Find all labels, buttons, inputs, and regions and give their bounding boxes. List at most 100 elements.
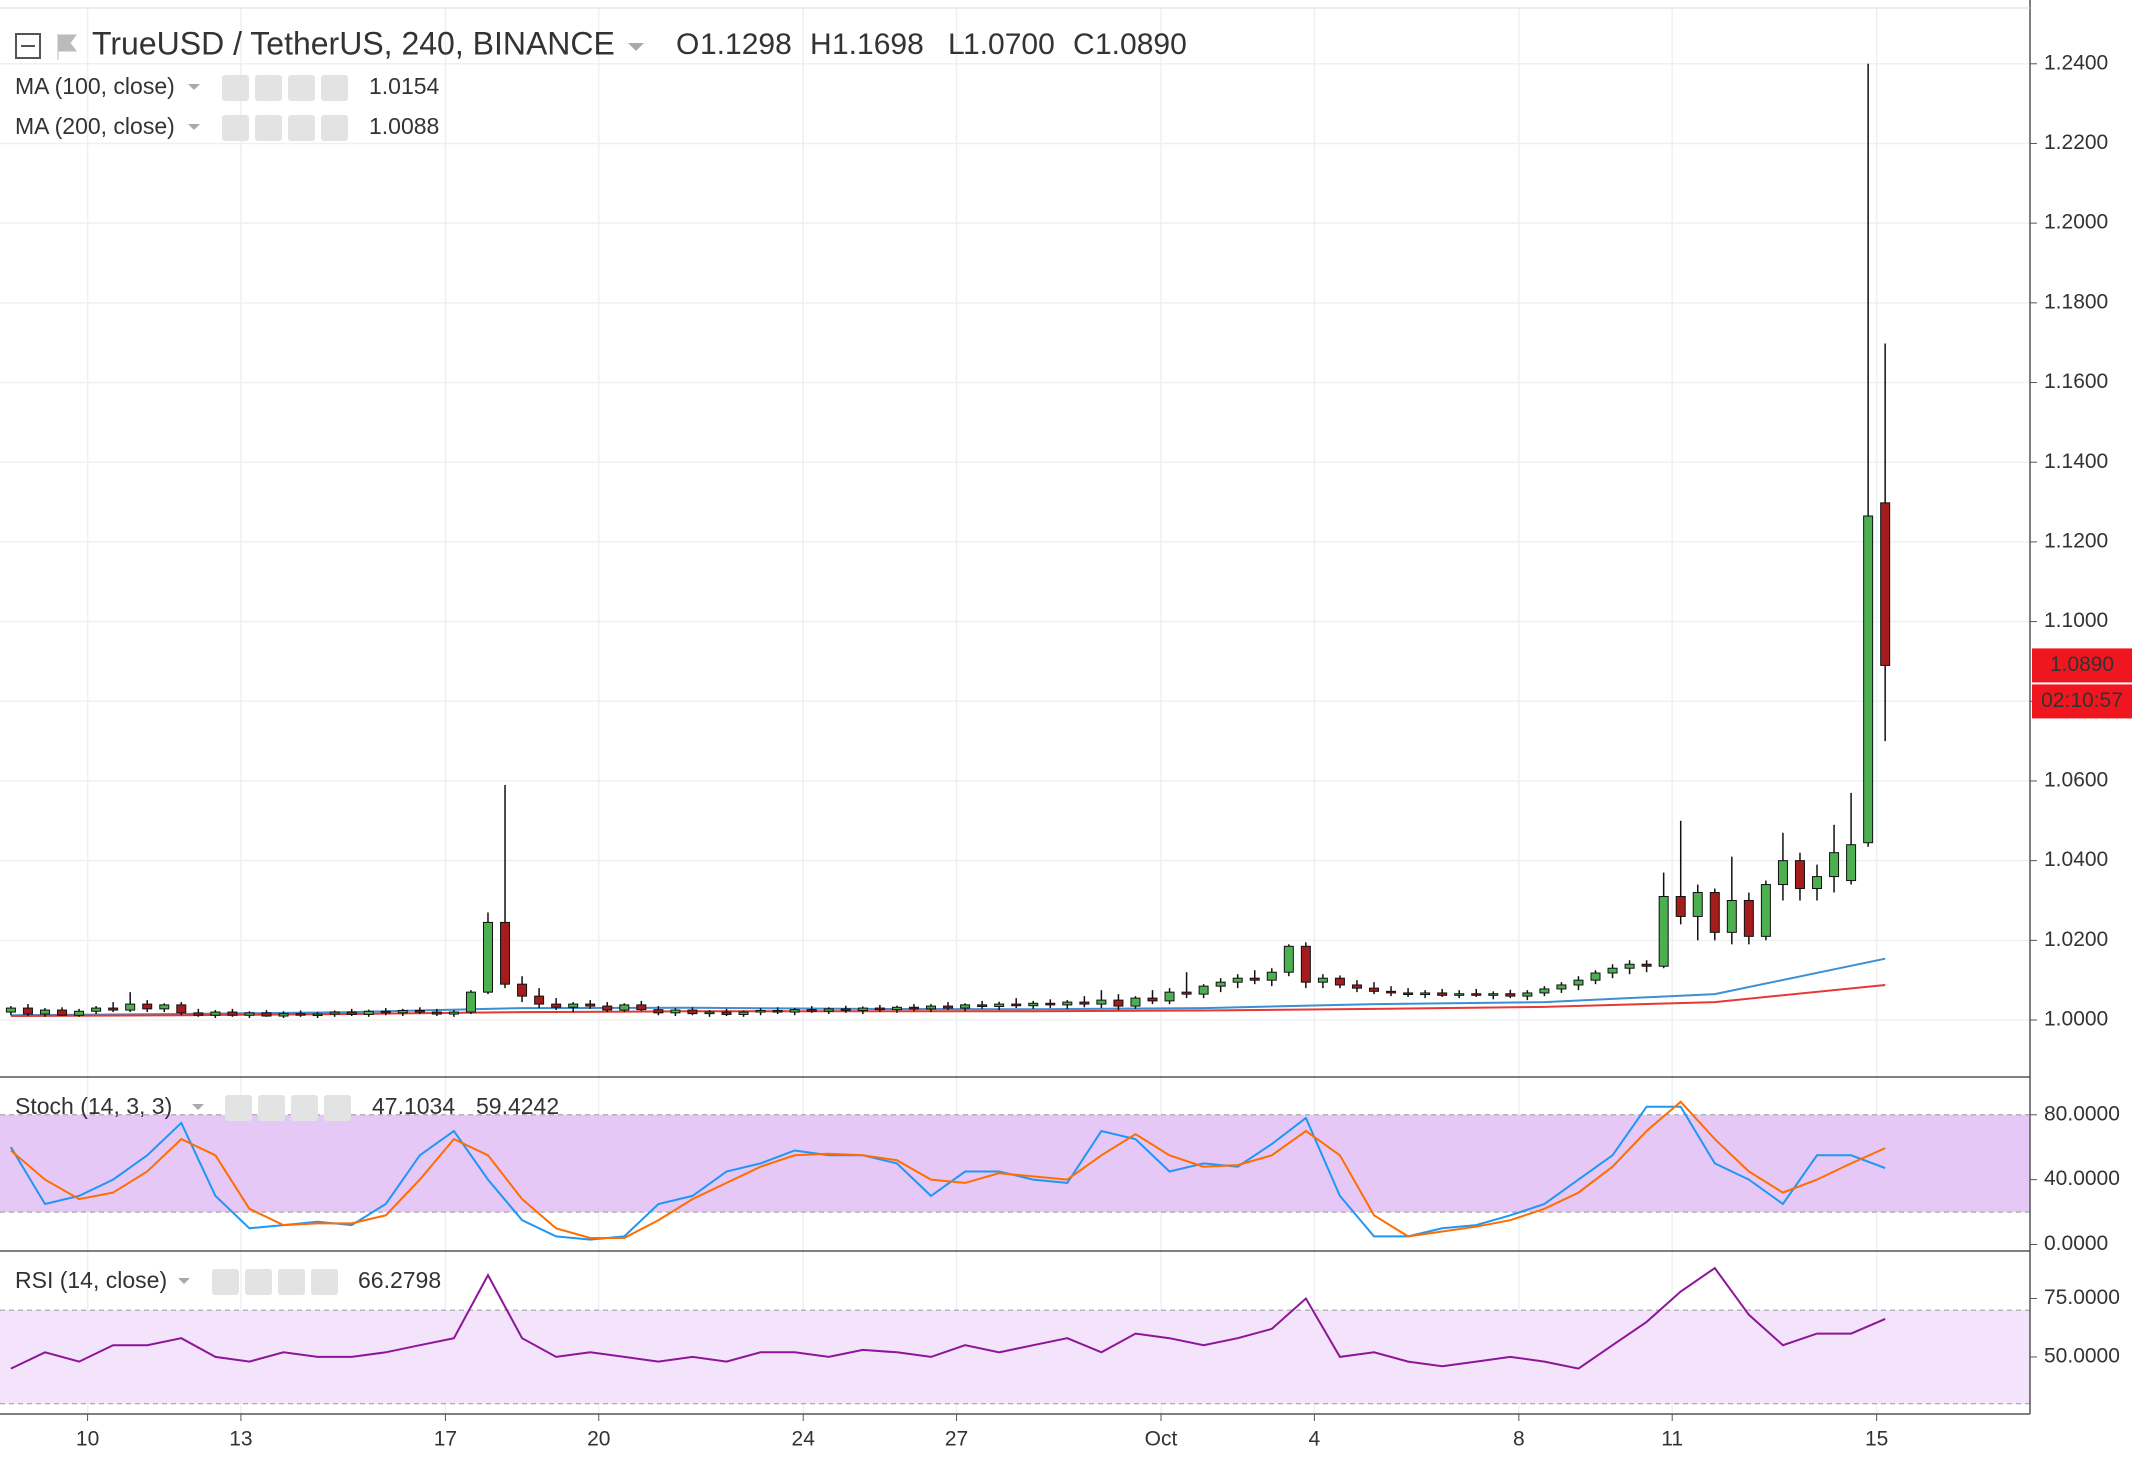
legend-icon[interactable] (245, 1269, 272, 1295)
candle-body (1232, 977, 1243, 983)
legend-icon[interactable] (222, 75, 249, 101)
candle-body (517, 983, 528, 997)
legend-icon[interactable] (258, 1095, 285, 1121)
candle-body (1369, 987, 1380, 992)
candle-body (1743, 899, 1754, 937)
candle-body (22, 1007, 33, 1015)
last-price-box (2032, 648, 2132, 683)
legend-icon[interactable] (255, 75, 282, 101)
legend-icon[interactable] (288, 75, 315, 101)
indicator-name: MA (100, close) (15, 73, 175, 99)
y-tick-label: 1.0200 (2044, 928, 2108, 951)
indicator-line (10, 1266, 1886, 1370)
candle-body (1283, 945, 1294, 973)
y-tick-label: 0.0000 (2044, 1232, 2108, 1255)
legend-icon[interactable] (321, 115, 348, 141)
y-tick-label: 1.0400 (2044, 848, 2108, 871)
candle-body (261, 1012, 272, 1017)
candle-body (1709, 892, 1720, 933)
y-tick-label: 1.1400 (2044, 450, 2108, 473)
candle-body (1300, 945, 1311, 983)
candle-body (142, 1003, 153, 1010)
x-tick-label: 20 (587, 1428, 610, 1451)
legend-icon[interactable] (311, 1269, 338, 1295)
candle-body (823, 1008, 834, 1012)
legend-icon[interactable] (212, 1269, 239, 1295)
dropdown-icon[interactable] (628, 43, 644, 51)
collapse-icon[interactable] (15, 33, 41, 59)
candle-body (363, 1010, 374, 1015)
candle-body (312, 1013, 323, 1017)
candle-body (1471, 993, 1482, 996)
candle-body (721, 1011, 732, 1015)
indicator-band (0, 1114, 2030, 1213)
x-tick-label: 27 (945, 1428, 968, 1451)
candle-body (1334, 977, 1345, 986)
legend-icon[interactable] (222, 115, 249, 141)
candle-body (159, 1004, 170, 1010)
countdown-box (2032, 684, 2132, 719)
candle-body (908, 1006, 919, 1010)
candle-body (346, 1011, 357, 1015)
candle-body (977, 1004, 988, 1007)
legend-icon[interactable] (321, 75, 348, 101)
candle-body (1675, 896, 1686, 917)
candle-body (1096, 999, 1107, 1005)
candle-body (125, 1003, 136, 1011)
ohlc-value: 1.1298 (700, 28, 792, 61)
dropdown-icon[interactable] (188, 84, 200, 90)
dropdown-icon[interactable] (178, 1278, 190, 1284)
candle-body (1556, 984, 1567, 990)
flag-icon[interactable] (57, 34, 77, 60)
legend-icon[interactable] (291, 1095, 318, 1121)
candle-body (1590, 972, 1601, 981)
candle-body (653, 1009, 664, 1014)
candle-body (397, 1009, 408, 1014)
x-tick-label: Oct (1145, 1428, 1178, 1451)
dropdown-icon[interactable] (192, 1104, 204, 1110)
legend-icon[interactable] (288, 115, 315, 141)
countdown-label: 02:10:57 (2041, 689, 2123, 712)
candle-body (1198, 985, 1209, 995)
candle-body (1760, 884, 1771, 937)
indicator-value: 1.0154 (369, 73, 440, 99)
candle-body (431, 1011, 442, 1015)
dropdown-icon[interactable] (188, 124, 200, 130)
candle-body (874, 1007, 885, 1011)
ohlc-label: H (810, 28, 832, 61)
x-tick-label: 17 (434, 1428, 457, 1451)
candle-body (636, 1004, 647, 1011)
candle-body (619, 1004, 630, 1011)
legend-icon[interactable] (255, 115, 282, 141)
candle-body (500, 921, 511, 985)
candle-body (39, 1009, 50, 1015)
legend-icon[interactable] (324, 1095, 351, 1121)
x-tick-label: 8 (1513, 1428, 1525, 1451)
y-tick-label: 1.2400 (2044, 51, 2108, 74)
y-tick-label: 1.1000 (2044, 609, 2108, 632)
candle-body (57, 1009, 68, 1016)
legend-icon[interactable] (278, 1269, 305, 1295)
y-tick-label: 80.0000 (2044, 1102, 2120, 1125)
candle-body (1829, 852, 1840, 878)
legend-icon[interactable] (225, 1095, 252, 1121)
ohlc-value: 1.0700 (963, 28, 1055, 61)
x-tick-label: 10 (76, 1428, 99, 1451)
candle-body (108, 1007, 119, 1011)
x-tick-label: 4 (1309, 1428, 1321, 1451)
x-tick-label: 11 (1661, 1428, 1683, 1451)
candle-body (1505, 993, 1516, 997)
candle-body (1641, 963, 1652, 967)
candle-body (1726, 899, 1737, 933)
candle-body (1658, 896, 1669, 967)
candle-body (840, 1008, 851, 1011)
ohlc-value: 1.1698 (832, 28, 924, 61)
candle-body (1164, 991, 1175, 1002)
candle-body (704, 1011, 715, 1015)
candle-body (1624, 963, 1635, 969)
x-tick-label: 13 (229, 1428, 252, 1451)
candle-body (1522, 992, 1533, 997)
candle-body (1062, 1001, 1073, 1006)
candle-body (1488, 993, 1499, 996)
